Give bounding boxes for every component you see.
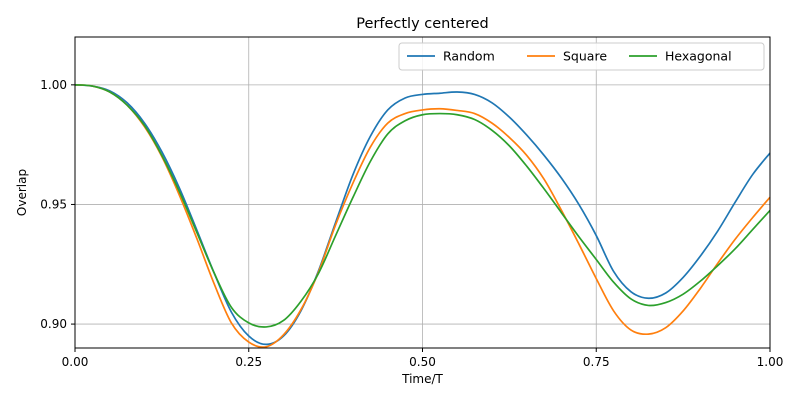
series-line-square	[74, 84, 771, 348]
legend-label-random: Random	[443, 49, 495, 64]
series-line-random	[74, 84, 771, 346]
legend-label-hexagonal: Hexagonal	[665, 49, 732, 64]
legend-label-square: Square	[563, 49, 607, 64]
series-line-hexagonal	[74, 84, 771, 328]
y-tick-label: 0.95	[40, 197, 67, 211]
legend-frame	[398, 42, 765, 71]
legend: Random Square Hexagonal	[398, 42, 765, 71]
y-axis-label: Overlap	[15, 169, 29, 216]
x-tick-label: 0.00	[62, 355, 89, 369]
ticks: 0.00 0.25 0.50 0.75 1.00 0.90 0.95 1.00	[40, 78, 783, 369]
x-tick-label: 0.50	[409, 355, 436, 369]
x-tick-label: 1.00	[757, 355, 784, 369]
y-tick-label: 0.90	[40, 317, 67, 331]
x-tick-label: 0.25	[235, 355, 262, 369]
series-lines	[74, 84, 771, 348]
x-axis-label: Time/T	[401, 372, 443, 386]
x-tick-label: 0.75	[583, 355, 610, 369]
chart-title: Perfectly centered	[356, 16, 488, 32]
y-tick-label: 1.00	[40, 78, 67, 92]
